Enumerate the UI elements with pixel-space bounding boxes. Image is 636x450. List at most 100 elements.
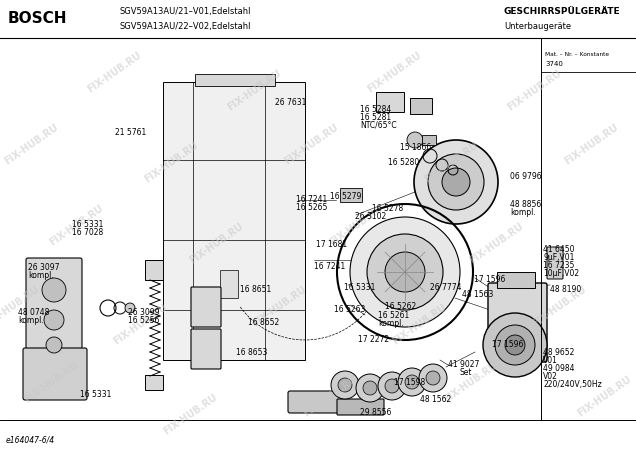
Bar bbox=[340, 188, 362, 202]
Text: FIX-HUB.RU: FIX-HUB.RU bbox=[391, 302, 448, 346]
Text: 48 0748: 48 0748 bbox=[18, 308, 50, 317]
Circle shape bbox=[426, 371, 440, 385]
Circle shape bbox=[428, 154, 484, 210]
Text: FIX-HUB.RU: FIX-HUB.RU bbox=[506, 68, 563, 112]
Text: 26 3102: 26 3102 bbox=[355, 212, 386, 221]
Text: 9µF,V01: 9µF,V01 bbox=[543, 253, 574, 262]
Text: kompl.: kompl. bbox=[510, 208, 536, 217]
Text: 16 5279: 16 5279 bbox=[330, 192, 361, 201]
Text: 3740: 3740 bbox=[545, 61, 563, 67]
Text: 17 1596: 17 1596 bbox=[492, 340, 523, 349]
Text: FIX-HUB.RU: FIX-HUB.RU bbox=[226, 68, 283, 112]
Bar bbox=[497, 272, 535, 288]
Circle shape bbox=[46, 337, 62, 353]
Circle shape bbox=[331, 371, 359, 399]
Bar bbox=[145, 375, 163, 390]
Text: 16 5256: 16 5256 bbox=[128, 316, 160, 325]
Text: 26 7631: 26 7631 bbox=[275, 98, 307, 107]
Text: FIX-HUB.RU: FIX-HUB.RU bbox=[366, 50, 423, 94]
Text: 49 0984: 49 0984 bbox=[543, 364, 574, 373]
Text: 16 5284: 16 5284 bbox=[360, 105, 391, 114]
Text: SGV59A13AU/21–V01,Edelstahl: SGV59A13AU/21–V01,Edelstahl bbox=[120, 7, 251, 16]
Text: FIX-HUB.RU: FIX-HUB.RU bbox=[283, 122, 340, 166]
Text: e164047-6/4: e164047-6/4 bbox=[6, 436, 55, 445]
Circle shape bbox=[42, 278, 66, 302]
Text: BOSCH: BOSCH bbox=[8, 11, 67, 26]
Circle shape bbox=[442, 168, 470, 196]
Text: NTC/65°C: NTC/65°C bbox=[360, 121, 397, 130]
Bar bbox=[410, 98, 432, 114]
Circle shape bbox=[338, 378, 352, 392]
Text: FIX-HUB.RU: FIX-HUB.RU bbox=[251, 284, 308, 328]
Circle shape bbox=[505, 335, 525, 355]
Text: FIX-HUB.RU: FIX-HUB.RU bbox=[188, 221, 245, 265]
Text: FIX-HUB.RU: FIX-HUB.RU bbox=[48, 203, 105, 247]
Text: 26 7774: 26 7774 bbox=[430, 283, 462, 292]
Text: 48 1562: 48 1562 bbox=[420, 395, 452, 404]
Bar bbox=[145, 260, 163, 280]
Text: FIX-HUB.RU: FIX-HUB.RU bbox=[576, 374, 633, 418]
Circle shape bbox=[367, 234, 443, 310]
Text: 16 5331: 16 5331 bbox=[80, 390, 111, 399]
Text: 220/240V,50Hz: 220/240V,50Hz bbox=[543, 380, 602, 389]
Text: GESCHIRRSPÜLGERÄTE: GESCHIRRSPÜLGERÄTE bbox=[504, 7, 621, 16]
Text: kompl.: kompl. bbox=[18, 316, 44, 325]
Text: 48 1563: 48 1563 bbox=[462, 290, 494, 299]
Text: 29 8556: 29 8556 bbox=[360, 408, 391, 417]
Text: FIX-HUB.RU: FIX-HUB.RU bbox=[111, 302, 169, 346]
Text: 48 8856: 48 8856 bbox=[510, 200, 541, 209]
FancyBboxPatch shape bbox=[26, 258, 82, 352]
Text: 21 5761: 21 5761 bbox=[115, 128, 146, 137]
Circle shape bbox=[356, 374, 384, 402]
Bar bbox=[195, 74, 275, 86]
Circle shape bbox=[407, 132, 423, 148]
FancyBboxPatch shape bbox=[191, 329, 221, 369]
Text: SGV59A13AU/22–V02,Edelstahl: SGV59A13AU/22–V02,Edelstahl bbox=[120, 22, 251, 31]
Text: 16 5262: 16 5262 bbox=[385, 302, 416, 311]
Circle shape bbox=[385, 379, 399, 393]
Circle shape bbox=[483, 313, 547, 377]
Text: 48 8190: 48 8190 bbox=[550, 285, 581, 294]
Circle shape bbox=[44, 310, 64, 330]
Text: V02: V02 bbox=[543, 372, 558, 381]
Text: kompl.: kompl. bbox=[28, 271, 54, 280]
Polygon shape bbox=[163, 82, 305, 360]
Text: 16 5331: 16 5331 bbox=[344, 283, 375, 292]
Text: 17 1596: 17 1596 bbox=[474, 275, 506, 284]
Text: Set: Set bbox=[460, 368, 473, 377]
Text: FIX-HUB.RU: FIX-HUB.RU bbox=[302, 374, 359, 418]
Text: 26 3097: 26 3097 bbox=[28, 263, 60, 272]
Text: FIX-HUB.RU: FIX-HUB.RU bbox=[563, 122, 620, 166]
Text: 17 1598: 17 1598 bbox=[394, 378, 425, 387]
Text: FIX-HUB.RU: FIX-HUB.RU bbox=[86, 50, 143, 94]
Text: FIX-HUB.RU: FIX-HUB.RU bbox=[22, 360, 80, 405]
Text: kompl.: kompl. bbox=[378, 319, 404, 328]
FancyBboxPatch shape bbox=[23, 348, 87, 400]
Text: FIX-HUB.RU: FIX-HUB.RU bbox=[423, 140, 480, 184]
Circle shape bbox=[405, 375, 419, 389]
Text: 17 2272: 17 2272 bbox=[358, 335, 389, 344]
Bar bbox=[220, 270, 238, 298]
Text: V01: V01 bbox=[543, 356, 558, 365]
Circle shape bbox=[350, 217, 460, 327]
Circle shape bbox=[398, 368, 426, 396]
FancyBboxPatch shape bbox=[288, 391, 347, 413]
Text: 16 5278: 16 5278 bbox=[372, 204, 403, 213]
Text: 16 7028: 16 7028 bbox=[72, 228, 103, 237]
Text: Unterbaugeräte: Unterbaugeräte bbox=[504, 22, 571, 31]
FancyBboxPatch shape bbox=[191, 287, 221, 327]
Text: FIX-HUB.RU: FIX-HUB.RU bbox=[3, 122, 60, 166]
Circle shape bbox=[385, 252, 425, 292]
Text: Mat. – Nr. – Konstante: Mat. – Nr. – Konstante bbox=[545, 52, 609, 57]
Text: 16 5261: 16 5261 bbox=[378, 311, 409, 320]
Text: 16 5331: 16 5331 bbox=[72, 220, 104, 229]
Circle shape bbox=[419, 364, 447, 392]
Bar bbox=[376, 92, 404, 112]
Text: 41 6450: 41 6450 bbox=[543, 245, 574, 254]
Text: FIX-HUB.RU: FIX-HUB.RU bbox=[531, 284, 588, 328]
Text: 06 9796: 06 9796 bbox=[510, 172, 542, 181]
Text: FIX-HUB.RU: FIX-HUB.RU bbox=[0, 284, 41, 328]
Text: 15 1866: 15 1866 bbox=[400, 143, 431, 152]
Text: 16 5281: 16 5281 bbox=[360, 113, 391, 122]
Text: 26 3099: 26 3099 bbox=[128, 308, 160, 317]
